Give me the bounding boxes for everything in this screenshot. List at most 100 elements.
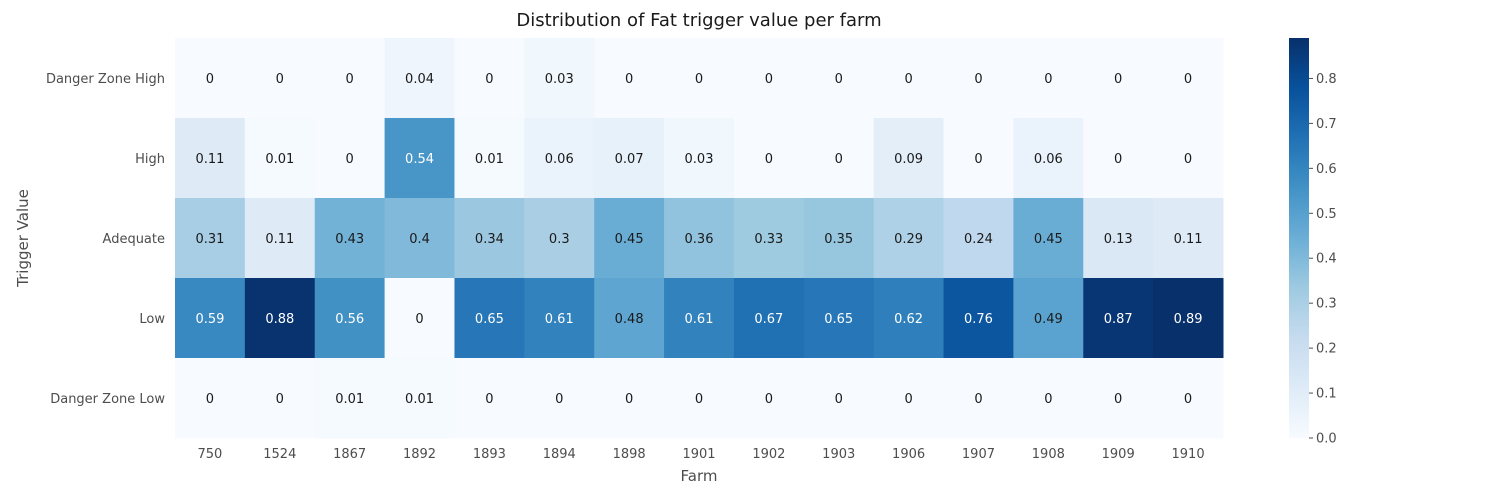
cell-value-label: 0	[1044, 392, 1052, 407]
x-tick-label: 1902	[752, 447, 785, 462]
cell-value-label: 0.24	[964, 232, 993, 247]
heatmap-cell	[733, 278, 805, 359]
cell-value-label: 0.06	[545, 152, 574, 167]
heatmap-cell	[244, 198, 316, 279]
heatmap-cell	[314, 198, 386, 279]
heatmap-cells: 0 0 0 0.04 0 0.03 0 0 0 0 0 0 0 0 0 0.11 0.01 0 0.54 0.01 0.…	[175, 38, 1224, 439]
colorbar-tick-label: 0.2	[1316, 342, 1337, 357]
cell-value-label: 0.48	[615, 312, 644, 327]
cell-value-label: 0	[765, 152, 773, 167]
heatmap-cell	[384, 38, 455, 119]
cell-value-label: 0.04	[405, 72, 434, 87]
cell-value-label: 0.65	[824, 312, 853, 327]
cell-value-label: 0.13	[1104, 232, 1133, 247]
cell-value-label: 0.11	[195, 152, 224, 167]
cell-value-label: 0	[276, 72, 284, 87]
x-tick-label: 1524	[263, 447, 296, 462]
heatmap-cell	[594, 38, 665, 119]
colorbar-gradient	[1289, 38, 1309, 438]
heatmap-cell	[175, 358, 246, 439]
cell-value-label: 0	[835, 152, 843, 167]
heatmap-cell	[594, 118, 665, 199]
y-tick-label: Adequate	[103, 232, 165, 247]
heatmap-cell	[384, 198, 455, 279]
x-tick-label: 1867	[333, 447, 366, 462]
heatmap-cell	[1013, 38, 1084, 119]
heatmap-cell	[244, 358, 316, 439]
cell-value-label: 0	[1114, 392, 1122, 407]
cell-value-label: 0.29	[894, 232, 923, 247]
cell-value-label: 0.11	[265, 232, 294, 247]
cell-value-label: 0	[835, 392, 843, 407]
heatmap-cell	[524, 278, 595, 359]
cell-value-label: 0.65	[475, 312, 504, 327]
x-tick-label: 1907	[962, 447, 995, 462]
heatmap-cell	[244, 38, 316, 119]
colorbar-tick-label: 0.5	[1316, 207, 1337, 222]
cell-value-label: 0	[1044, 72, 1052, 87]
cell-value-label: 0.62	[894, 312, 923, 327]
cell-value-label: 0	[485, 72, 493, 87]
heatmap-cell	[524, 118, 595, 199]
heatmap-cell	[454, 118, 525, 199]
x-tick-label: 1906	[892, 447, 925, 462]
heatmap-cell	[594, 278, 665, 359]
cell-value-label: 0.88	[265, 312, 294, 327]
cell-value-label: 0.61	[545, 312, 574, 327]
cell-value-label: 0	[765, 392, 773, 407]
cell-value-label: 0.06	[1034, 152, 1063, 167]
cell-value-label: 0.07	[615, 152, 644, 167]
colorbar-tick-label: 0.1	[1316, 387, 1337, 402]
heatmap-cell	[244, 118, 316, 199]
heatmap-cell	[1013, 358, 1084, 439]
cell-value-label: 0	[904, 392, 912, 407]
cell-value-label: 0.01	[405, 392, 434, 407]
y-tick-label: Danger Zone High	[46, 72, 165, 87]
x-tick-label: 1901	[682, 447, 715, 462]
heatmap-cell	[314, 358, 386, 439]
heatmap-cell	[873, 278, 945, 359]
cell-value-label: 0	[276, 392, 284, 407]
cell-value-label: 0	[346, 72, 354, 87]
colorbar-tick-label: 0.4	[1316, 252, 1337, 267]
heatmap-cell	[384, 358, 455, 439]
heatmap-cell	[664, 198, 735, 279]
heatmap-cell	[664, 278, 735, 359]
heatmap-cell	[943, 198, 1014, 279]
heatmap-cell	[664, 38, 735, 119]
cell-value-label: 0	[904, 72, 912, 87]
cell-value-label: 0.49	[1034, 312, 1063, 327]
cell-value-label: 0.33	[754, 232, 783, 247]
heatmap-cell	[943, 358, 1014, 439]
heatmap-cell	[873, 118, 945, 199]
y-axis-label: Trigger Value	[14, 189, 32, 288]
cell-value-label: 0.54	[405, 152, 434, 167]
colorbar: 0.0 0.1 0.2 0.3 0.4 0.5 0.6 0.7 0.8	[1289, 38, 1337, 447]
heatmap-cell	[454, 358, 525, 439]
x-tick-label: 1909	[1102, 447, 1135, 462]
cell-value-label: 0	[974, 152, 982, 167]
heatmap-cell	[664, 358, 735, 439]
cell-value-label: 0	[835, 72, 843, 87]
colorbar-tick-label: 0.6	[1316, 162, 1337, 177]
heatmap-cell	[943, 38, 1014, 119]
x-tick-labels: 750 1524 1867 1892 1893 1894 1898 1901 1902 1903 1…	[198, 447, 1205, 462]
heatmap-cell	[873, 38, 945, 119]
x-tick-label: 1898	[613, 447, 646, 462]
cell-value-label: 0.01	[265, 152, 294, 167]
heatmap-cell	[524, 38, 595, 119]
colorbar-tick-label: 0.0	[1316, 432, 1337, 447]
heatmap-cell	[943, 118, 1014, 199]
cell-value-label: 0.01	[475, 152, 504, 167]
heatmap-cell	[384, 118, 455, 199]
cell-value-label: 0.61	[685, 312, 714, 327]
cell-value-label: 0.45	[1034, 232, 1063, 247]
cell-value-label: 0.03	[545, 72, 574, 87]
cell-value-label: 0	[346, 152, 354, 167]
cell-value-label: 0	[974, 392, 982, 407]
heatmap-cell	[1153, 358, 1224, 439]
cell-value-label: 0.45	[615, 232, 644, 247]
cell-value-label: 0.36	[685, 232, 714, 247]
heatmap-cell	[803, 118, 875, 199]
heatmap-cell	[1083, 278, 1154, 359]
